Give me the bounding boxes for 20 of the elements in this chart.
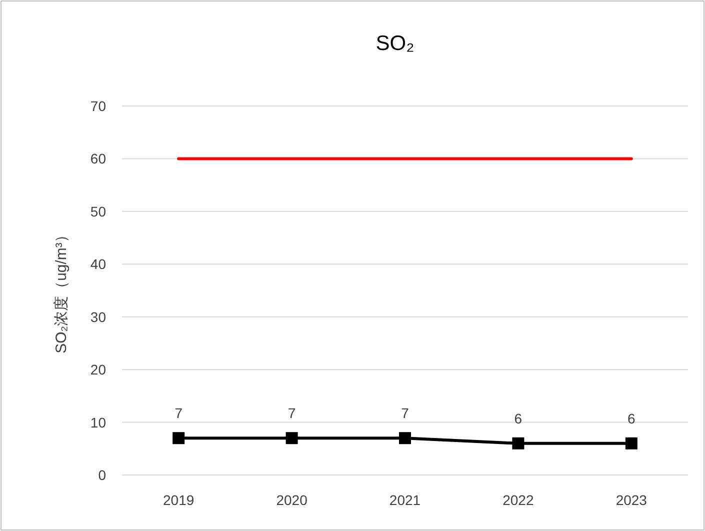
y-tick-label: 60 <box>90 150 106 167</box>
x-tick-label: 2020 <box>276 492 308 508</box>
y-tick-label: 70 <box>90 98 106 114</box>
chart-title: SO₂ <box>376 32 414 55</box>
x-tick-label: 2022 <box>502 492 534 508</box>
data-label: 7 <box>288 405 296 422</box>
y-tick-label: 20 <box>90 362 106 378</box>
data-label: 6 <box>514 410 522 426</box>
y-tick-label: 10 <box>90 414 106 430</box>
data-label: 7 <box>174 405 183 422</box>
x-tick-label: 2021 <box>389 492 421 508</box>
y-tick-label: 30 <box>90 308 106 325</box>
data-label: 6 <box>628 410 636 426</box>
x-tick-label: 2019 <box>163 492 194 508</box>
y-axis-title: SO₂浓度（ug/m³） <box>53 228 70 354</box>
y-tick-label: 0 <box>98 467 106 483</box>
y-tick-label: 40 <box>90 256 106 272</box>
x-tick-label: 2023 <box>616 492 648 508</box>
y-tick-label: 50 <box>90 203 106 220</box>
data-label: 7 <box>401 405 410 422</box>
